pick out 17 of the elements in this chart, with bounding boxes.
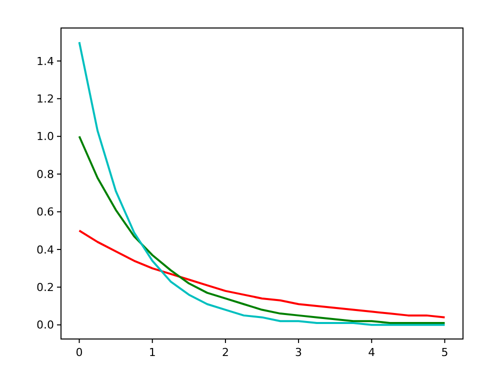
y-tick-label: 0.8 — [36, 168, 54, 181]
line-series — [78, 230, 446, 318]
x-tick-label: 4 — [368, 346, 376, 359]
y-tick-label: 0.6 — [36, 206, 54, 219]
x-tick-label: 1 — [148, 346, 156, 359]
x-tick-label: 0 — [76, 346, 83, 359]
y-tick-label: 0.0 — [36, 318, 54, 332]
x-tick-label: 2 — [222, 346, 229, 359]
x-tick-label: 5 — [441, 346, 448, 359]
x-tick-label: 3 — [295, 346, 302, 359]
y-tick-label: 0.2 — [36, 281, 54, 294]
y-tick-label: 1.2 — [36, 92, 54, 106]
line-series — [78, 41, 446, 326]
y-tick-label: 1.4 — [36, 54, 54, 68]
line-series — [78, 135, 446, 324]
y-tick-label: 0.4 — [36, 243, 54, 256]
y-tick-label: 1.0 — [36, 130, 54, 144]
